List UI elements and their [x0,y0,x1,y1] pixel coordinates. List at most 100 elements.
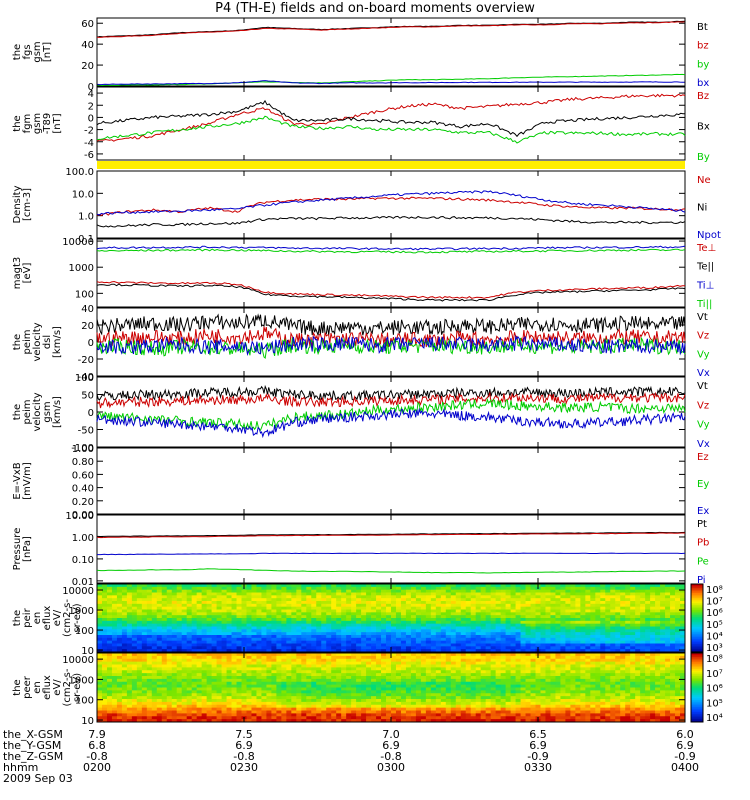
spectrogram-cell [495,609,502,613]
spectrogram-cell [101,609,108,613]
spectrogram-cell [570,649,576,653]
spectrogram-cell [326,676,332,680]
spectrogram-cell [141,592,148,596]
spectrogram-cell [286,676,292,680]
spectrogram-cell [316,601,322,605]
spectrogram-cell [361,629,367,633]
spectrogram-cell [366,719,372,723]
spectrogram-cell [191,643,198,647]
spectrogram-cell [146,699,153,703]
spectrogram-cell [181,667,188,671]
spectrogram-cell [181,713,188,717]
spectrogram-cell [286,606,292,610]
spectrogram-cell [420,626,427,630]
spectrogram-cell [525,646,531,650]
spectrogram-cell [306,626,312,630]
spectrogram-cell [376,687,382,691]
spectrogram-cell [565,592,571,596]
spectrogram-cell [376,684,382,688]
spectrogram-cell [655,606,661,610]
spectrogram-cell [410,664,417,668]
spectrogram-cell [206,601,213,605]
spectrogram-cell [251,687,257,691]
spectrogram-cell [540,620,546,625]
series-line-Te|| [96,283,686,302]
spectrogram-cell [346,681,352,686]
spectrogram-cell [161,635,168,639]
spectrogram-cell [111,640,118,644]
spectrogram-cell [495,586,502,591]
spectrogram-cell [485,640,492,644]
spectrogram-cell [316,693,322,697]
spectrogram-cell [410,626,417,630]
spectrogram-cell [455,592,462,596]
spectrogram-cell [291,699,297,703]
y-tick-label: 0 [88,113,94,124]
spectrogram-cell [630,629,636,633]
spectrogram-cell [430,687,437,691]
spectrogram-cell [126,595,133,599]
spectrogram-cell [311,696,317,700]
spectrogram-cell [131,710,138,714]
spectrogram-cell [600,598,606,602]
spectrogram-cell [156,670,163,674]
spectrogram-cell [271,584,277,588]
spectrogram-cell [121,699,128,703]
spectrogram-cell [336,603,342,608]
spectrogram-cell [405,661,412,665]
spectrogram-cell [196,595,203,599]
spectrogram-cell [286,629,292,633]
spectrogram-cell [585,598,591,602]
spectrogram-cell [400,699,407,703]
spectrogram-cell [111,632,118,636]
spectrogram-cell [156,704,163,709]
spectrogram-cell [435,661,442,665]
spectrogram-cell [475,629,482,633]
spectrogram-cell [296,653,302,657]
spectrogram-cell [540,609,546,613]
spectrogram-cell [425,713,432,717]
spectrogram-cell [231,623,237,627]
spectrogram-cell [296,632,302,636]
spectrogram-cell [386,713,392,717]
spectrogram-cell [391,623,397,627]
spectrogram-cell [276,673,282,677]
spectrogram-cell [680,637,686,642]
spectrogram-cell [625,601,631,605]
spectrogram-cell [141,601,148,605]
spectrogram-cell [246,699,252,703]
spectrogram-cell [166,655,173,660]
spectrogram-cell [301,678,307,683]
spectrogram-cell [276,609,282,613]
spectrogram-cell [455,623,462,627]
spectrogram-cell [425,681,432,686]
spectrogram-cell [191,606,198,610]
spectrogram-cell [166,701,173,706]
spectrogram-cell [261,667,267,671]
spectrogram-cell [136,701,143,706]
spectrogram-cell [605,586,611,591]
spectrogram-cell [415,661,422,665]
spectrogram-cell [186,640,193,644]
spectrogram-cell [400,667,407,671]
spectrogram-cell [645,629,651,633]
spectrogram-cell [116,637,123,642]
spectrogram-cell [206,609,213,613]
spectrogram-cell [410,658,417,663]
spectrogram-cell [560,640,566,644]
spectrogram-cell [400,626,407,630]
spectrogram-cell [465,632,472,636]
spectrogram-cell [241,658,247,663]
spectrogram-cell [301,670,307,674]
spectrogram-cell [381,696,387,700]
spectrogram-cell [351,667,357,671]
spectrogram-cell [126,603,133,608]
spectrogram-cell [465,673,472,677]
spectrogram-cell [221,609,227,613]
spectrogram-cell [256,681,262,686]
spectrogram-cell [455,719,462,723]
spectrogram-cell [291,584,297,588]
spectrogram-cell [445,653,452,657]
spectrogram-cell [560,646,566,650]
chart-title: P4 (TH-E) fields and on-board moments ov… [215,1,535,16]
